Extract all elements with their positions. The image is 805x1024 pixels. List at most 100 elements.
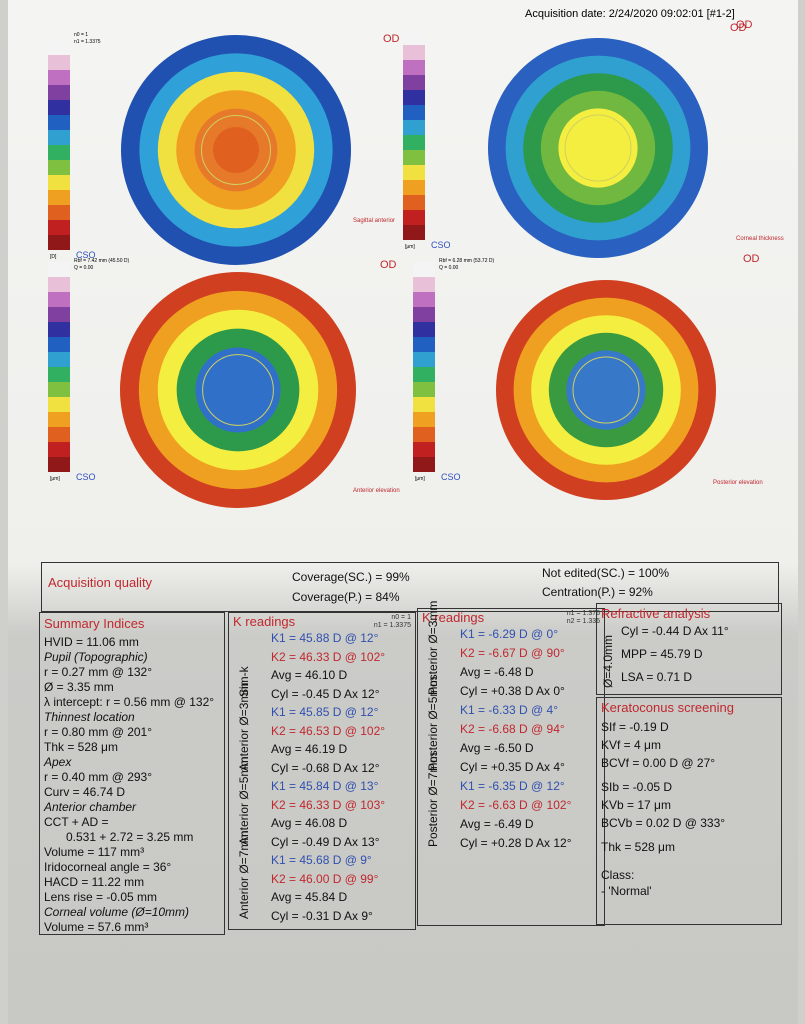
scale-swatch — [48, 55, 70, 70]
scale-swatch — [48, 190, 70, 205]
k-row: K1 = 45.88 D @ 12° — [271, 631, 379, 645]
scale-swatch — [413, 337, 435, 352]
map-eye: OD — [743, 253, 760, 265]
map-info: Rbf = 6.28 mm (53.72 D) — [439, 258, 494, 264]
summary-line: Lens rise = -0.05 mm — [44, 890, 158, 904]
k-row: K2 = 46.33 D @ 103° — [271, 797, 386, 812]
k-row: K2 = -6.68 D @ 94° — [460, 722, 565, 736]
k-row: K1 = 45.85 D @ 12° — [271, 705, 379, 719]
scale-swatch — [413, 382, 435, 397]
k-row: K1 = -6.29 D @ 0° — [460, 627, 559, 641]
k-row: Avg = -6.49 D — [460, 817, 534, 831]
scale-swatch — [48, 85, 70, 100]
k-row: K1 = 45.68 D @ 9° — [271, 853, 372, 867]
refractive-line: LSA = 0.71 D — [621, 670, 693, 684]
map-outline — [564, 114, 632, 182]
logo: CSO — [76, 472, 96, 482]
map-eye: OD — [380, 259, 397, 271]
zone-label: Ø=4.0mm — [601, 634, 615, 688]
map-info: n1 = 1.3375 — [74, 39, 101, 45]
k-row: Avg = 46.08 D — [271, 816, 348, 830]
scale-swatch — [48, 352, 70, 367]
k-row: K1 = -6.35 D @ 12° — [460, 779, 565, 793]
map-info: Q = 0.00 — [74, 265, 94, 271]
summary-line: Volume = 117 mm³ — [44, 845, 145, 859]
k-row: Cyl = +0.28 D Ax 12° — [460, 836, 572, 850]
index: n1 = 1.376 — [566, 610, 600, 617]
summary-box: Summary Indices HVID = 11.06 mm Pupil (To… — [39, 612, 225, 935]
scale-swatch — [48, 337, 70, 352]
scale-swatch — [403, 105, 425, 120]
group-label: Anterior Ø=7mm — [237, 830, 251, 919]
k-row: K1 = 45.84 D @ 13° — [271, 779, 379, 793]
k-row: K2 = -6.67 D @ 90° — [460, 646, 565, 660]
k-row: Avg = -6.48 D — [460, 665, 534, 679]
k-row: Cyl = -0.45 D Ax 12° — [271, 686, 380, 701]
scale-swatch — [413, 322, 435, 337]
map-title: Sagittal anterior — [353, 218, 395, 224]
scale-swatch — [48, 100, 70, 115]
scale-swatch — [403, 225, 425, 240]
keratoconus-line: SIb = -0.05 D — [601, 780, 673, 794]
refractive-line: Cyl = -0.44 D Ax 11° — [621, 624, 729, 638]
maps: Sagittal anterior OD [D] CSO n0 = 1n1 = 1.33… — [48, 19, 784, 508]
k-title: K readings — [422, 610, 485, 625]
k-row: Avg = 45.84 D — [271, 890, 348, 904]
scale-swatch — [48, 382, 70, 397]
keratoconus-line: BCVf = 0.00 D @ 27° — [601, 756, 716, 770]
scale-swatch — [413, 367, 435, 382]
scale-unit: [μm] — [405, 244, 415, 250]
map-ring — [558, 108, 638, 188]
map-title: Anterior elevation — [353, 488, 400, 494]
scale-swatch — [403, 120, 425, 135]
summary-line: λ intercept: r = 0.56 mm @ 132° — [44, 695, 215, 709]
scale-swatch — [48, 175, 70, 190]
map-outline — [572, 356, 640, 424]
summary-line: CCT + AD = — [44, 815, 109, 829]
map-ring — [213, 127, 259, 173]
map-ring — [195, 347, 281, 433]
k-row: Avg = 46.10 D — [271, 668, 348, 682]
k-row: Avg = 46.19 D — [271, 742, 348, 756]
paper: Acquisition date: 2/24/2020 09:02:01 [#1… — [8, 0, 798, 1024]
k-row: K2 = 46.00 D @ 99° — [271, 871, 379, 886]
acquisition-date: Acquisition date: 2/24/2020 09:02:01 [#1… — [525, 8, 735, 20]
k-row: Avg = -6.50 D — [460, 741, 534, 755]
summary-title: Summary Indices — [44, 616, 145, 631]
keratoconus-box: Keratoconus screening SIf = -0.19 D KVf =… — [596, 697, 782, 925]
scale-swatch — [413, 457, 435, 472]
map-info: n0 = 1 — [74, 32, 88, 38]
summary-line: Pupil (Topographic) — [44, 650, 148, 664]
map-eye: OD — [736, 19, 753, 31]
keratoconus-line: BCVb = 0.02 D @ 333° — [601, 816, 726, 830]
k-row: Cyl = -0.31 D Ax 9° — [271, 908, 373, 923]
scale-swatch — [48, 160, 70, 175]
scale-swatch — [403, 45, 425, 60]
keratoconus-line: SIf = -0.19 D — [601, 720, 669, 734]
index: n1 = 1.3375 — [373, 622, 411, 629]
quality-title: Acquisition quality — [48, 575, 153, 590]
summary-line: Apex — [44, 755, 72, 769]
scale-unit: [D] — [50, 254, 57, 260]
scale-swatch — [48, 70, 70, 85]
refractive-title: Refractive analysis — [601, 606, 711, 621]
summary-line: Volume = 57.6 mm³ — [44, 920, 149, 934]
map-info: Q = 0.00 — [439, 265, 459, 271]
summary-line: Anterior chamber — [44, 800, 137, 814]
quality-item: Not edited(SC.) = 100% — [542, 566, 670, 580]
summary-line: Corneal volume (Ø=10mm) — [44, 905, 190, 919]
summary-line: Thk = 528 μm — [44, 740, 118, 754]
k-row: Cyl = -0.49 D Ax 13° — [271, 834, 380, 849]
scale-swatch — [48, 307, 70, 322]
eye: OD — [730, 22, 747, 34]
scale-swatch — [48, 235, 70, 250]
k-row: K2 = 46.33 D @ 102° — [271, 649, 386, 664]
k-posterior-box: K readings n1 = 1.376 n2 = 1.336 Posteri… — [417, 601, 605, 926]
summary-line: r = 0.27 mm @ 132° — [44, 665, 153, 679]
scale-swatch — [48, 40, 70, 55]
scale-swatch — [48, 220, 70, 235]
scale-swatch — [48, 457, 70, 472]
scale-swatch — [48, 205, 70, 220]
scale-swatch — [413, 412, 435, 427]
map-info: Rbf = 7.42 mm (45.50 D) — [74, 258, 129, 264]
